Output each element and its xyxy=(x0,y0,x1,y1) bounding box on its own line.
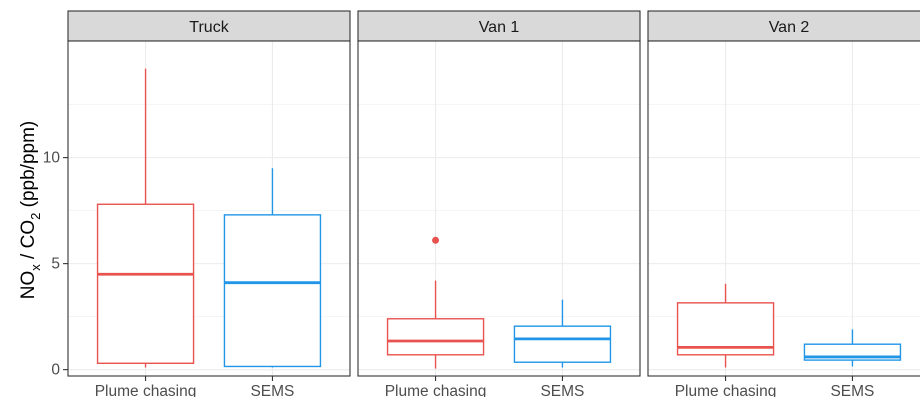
y-axis: 0 5 10 xyxy=(43,150,68,379)
y-axis-title: NOx / CO2 (ppb/ppm) xyxy=(18,121,43,299)
x-tick-label: SEMS xyxy=(540,383,584,397)
panel-border xyxy=(357,40,641,377)
boxplot-plume-chasing xyxy=(676,283,775,368)
x-tick-label: Plume chasing xyxy=(385,383,487,397)
facet-panels: Truck Plume chasing SEMS Van 1 Plume chasing… xyxy=(67,10,920,397)
outlier-point xyxy=(432,236,440,244)
facet-strip xyxy=(647,10,920,42)
panel-border xyxy=(647,40,920,377)
box-iqr xyxy=(513,325,612,363)
boxplot-sems xyxy=(513,299,612,368)
facet-strip-label: Truck xyxy=(189,19,229,36)
x-tick-label: Plume chasing xyxy=(675,383,777,397)
box-iqr xyxy=(386,318,485,356)
facet-strip-label: Van 1 xyxy=(479,19,520,36)
facet-strip xyxy=(357,10,641,42)
facet-panel: Van 1 Plume chasing SEMS xyxy=(357,10,641,397)
x-tick-label: Plume chasing xyxy=(95,383,197,397)
boxplot-plume-chasing xyxy=(386,236,485,369)
facet-panel: Truck Plume chasing SEMS xyxy=(67,10,351,397)
box-iqr xyxy=(96,203,195,364)
x-tick-label: SEMS xyxy=(250,383,294,397)
boxplot-plume-chasing xyxy=(96,68,195,368)
y-tick-label: 0 xyxy=(51,362,60,379)
y-tick-label: 5 xyxy=(51,256,60,273)
facet-strip-label: Van 2 xyxy=(769,19,810,36)
facet-panel: Van 2 Plume chasing SEMS xyxy=(647,10,920,397)
panel-border xyxy=(67,40,351,377)
boxplot-sems xyxy=(223,168,322,368)
boxplot-sems xyxy=(803,329,902,367)
box-iqr xyxy=(223,214,322,368)
x-tick-label: SEMS xyxy=(830,383,874,397)
facet-strip xyxy=(67,10,351,42)
y-tick-label: 10 xyxy=(43,150,61,167)
